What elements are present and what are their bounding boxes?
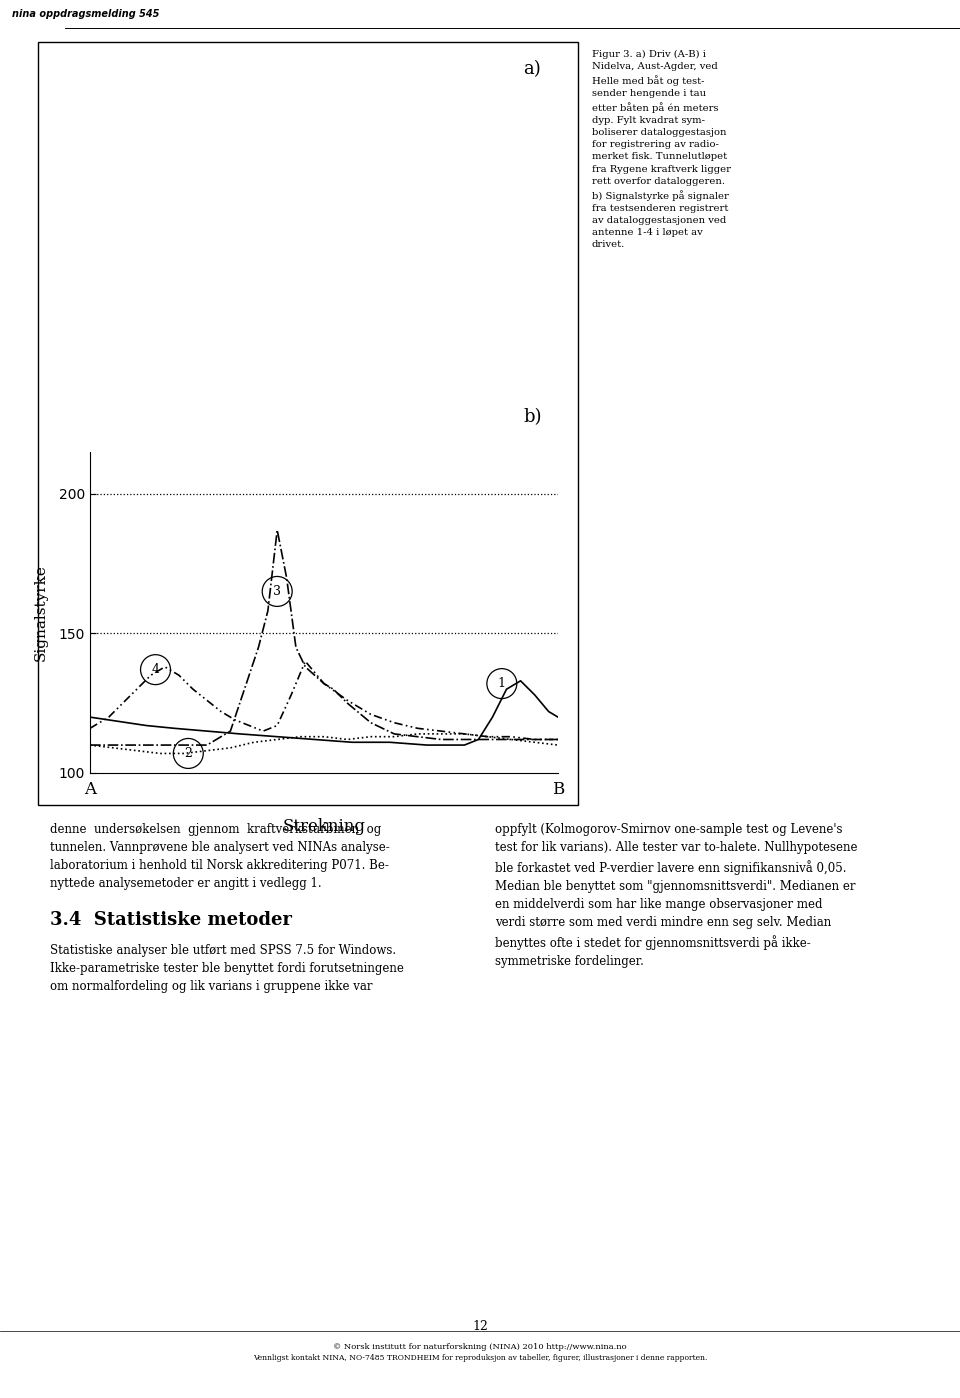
Text: b): b) <box>523 408 541 426</box>
Y-axis label: Signalstyrke: Signalstyrke <box>34 563 48 661</box>
Text: oppfylt (Kolmogorov-Smirnov one-sample test og Levene's
test for lik varians). A: oppfylt (Kolmogorov-Smirnov one-sample t… <box>495 823 857 967</box>
Text: 3: 3 <box>274 584 281 598</box>
Text: denne  undersøkelsen  gjennom  kraftverksturbinen  og
tunnelen. Vannprøvene ble : denne undersøkelsen gjennom kraftverkstu… <box>50 823 390 891</box>
Text: © Norsk institutt for naturforskning (NINA) 2010 http://www.nina.no: © Norsk institutt for naturforskning (NI… <box>333 1343 627 1350</box>
Text: 3.4  Statistiske metoder: 3.4 Statistiske metoder <box>50 911 292 930</box>
Text: Figur 3. a) Driv (A-B) i
Nidelva, Aust-Agder, ved
Helle med båt og test-
sender : Figur 3. a) Driv (A-B) i Nidelva, Aust-A… <box>592 50 731 249</box>
Text: a): a) <box>523 60 540 78</box>
Text: 12: 12 <box>472 1320 488 1334</box>
Text: 2: 2 <box>184 747 192 761</box>
Text: Strekning: Strekning <box>282 818 366 835</box>
Text: 1: 1 <box>498 677 506 691</box>
Text: 4: 4 <box>152 663 159 677</box>
Text: nina oppdragsmelding 545: nina oppdragsmelding 545 <box>12 8 159 20</box>
Text: Vennligst kontakt NINA, NO-7485 TRONDHEIM for reproduksjon av tabeller, figurer,: Vennligst kontakt NINA, NO-7485 TRONDHEI… <box>252 1355 708 1362</box>
Bar <box>38 42 578 805</box>
Text: Statistiske analyser ble utført med SPSS 7.5 for Windows.
Ikke-parametriske test: Statistiske analyser ble utført med SPSS… <box>50 944 404 993</box>
